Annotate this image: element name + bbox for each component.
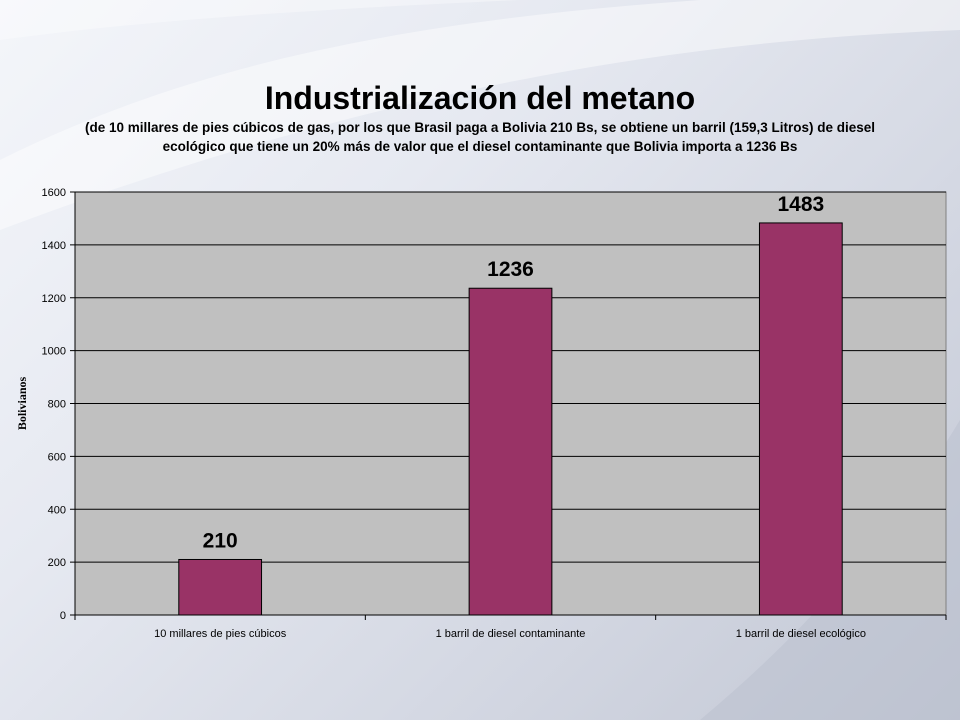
y-tick-label-600: 600 bbox=[48, 451, 66, 463]
y-tick-label-0: 0 bbox=[60, 610, 66, 622]
bar-2 bbox=[758, 222, 843, 616]
bar-0 bbox=[178, 558, 263, 616]
data-label-0: 210 bbox=[203, 529, 238, 552]
page-title: Industrialización del metano bbox=[264, 80, 696, 116]
page-subtitle: (de 10 millares de pies cúbicos de gas, … bbox=[84, 120, 876, 154]
x-tick-label-1: 1 barril de diesel contaminante bbox=[436, 628, 586, 640]
bar-1 bbox=[468, 287, 553, 616]
y-tick-label-1600: 1600 bbox=[42, 187, 66, 199]
y-tick-label-800: 800 bbox=[48, 399, 66, 411]
x-tick-label-2: 1 barril de diesel ecológico bbox=[736, 628, 866, 640]
data-label-1: 1236 bbox=[487, 258, 534, 281]
y-axis-label: Bolivianos bbox=[15, 377, 29, 431]
y-tick-label-1200: 1200 bbox=[42, 293, 66, 305]
y-tick-label-1000: 1000 bbox=[42, 346, 66, 358]
y-tick-label-200: 200 bbox=[48, 557, 66, 569]
x-tick-label-0: 10 millares de pies cúbicos bbox=[154, 628, 287, 640]
y-tick-label-400: 400 bbox=[48, 504, 66, 516]
y-tick-label-1400: 1400 bbox=[42, 240, 66, 252]
data-label-2: 1483 bbox=[777, 193, 824, 216]
